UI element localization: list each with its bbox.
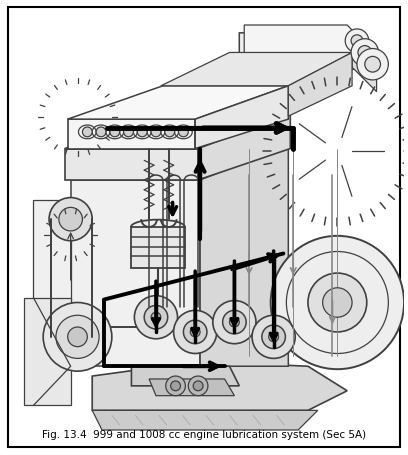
Circle shape [137,128,147,137]
Circle shape [171,381,180,391]
Circle shape [252,316,295,359]
Polygon shape [149,379,235,396]
Text: Fig. 13.4  999 and 1008 cc engine lubrication system (Sec 5A): Fig. 13.4 999 and 1008 cc engine lubrica… [42,429,366,439]
Polygon shape [131,366,239,386]
Polygon shape [131,228,185,268]
Circle shape [56,316,99,359]
Circle shape [358,46,372,60]
Polygon shape [71,181,200,366]
Circle shape [134,296,177,339]
Circle shape [262,325,285,349]
Polygon shape [244,26,372,73]
Circle shape [82,128,92,137]
Circle shape [213,301,256,344]
Circle shape [59,208,82,232]
Circle shape [269,332,279,342]
Polygon shape [68,120,195,149]
Circle shape [110,128,120,137]
Circle shape [345,30,369,53]
Polygon shape [239,34,377,83]
Polygon shape [198,115,290,181]
Circle shape [96,128,106,137]
Circle shape [193,381,203,391]
Circle shape [351,40,379,67]
Polygon shape [65,115,290,149]
Polygon shape [352,34,377,92]
Circle shape [190,327,200,337]
Circle shape [49,198,92,241]
Circle shape [271,236,404,369]
Circle shape [357,50,388,81]
Circle shape [323,288,352,318]
Circle shape [179,128,188,137]
Circle shape [151,128,161,137]
Circle shape [124,128,133,137]
Circle shape [223,311,246,334]
Polygon shape [65,149,198,181]
Polygon shape [68,86,288,120]
Circle shape [165,128,175,137]
Polygon shape [33,200,71,366]
Circle shape [68,327,87,347]
Circle shape [173,311,217,354]
Polygon shape [288,53,352,117]
Polygon shape [161,53,352,86]
Circle shape [184,320,207,344]
Circle shape [365,57,381,73]
Polygon shape [92,362,347,410]
Polygon shape [195,86,288,149]
Circle shape [144,306,168,329]
Polygon shape [71,147,288,181]
Circle shape [43,303,112,371]
Circle shape [229,318,239,327]
Polygon shape [200,147,288,366]
Circle shape [188,376,208,396]
Polygon shape [92,410,318,430]
Polygon shape [24,298,71,405]
Circle shape [308,273,367,332]
Circle shape [351,36,363,47]
Circle shape [151,313,161,323]
Circle shape [166,376,185,396]
